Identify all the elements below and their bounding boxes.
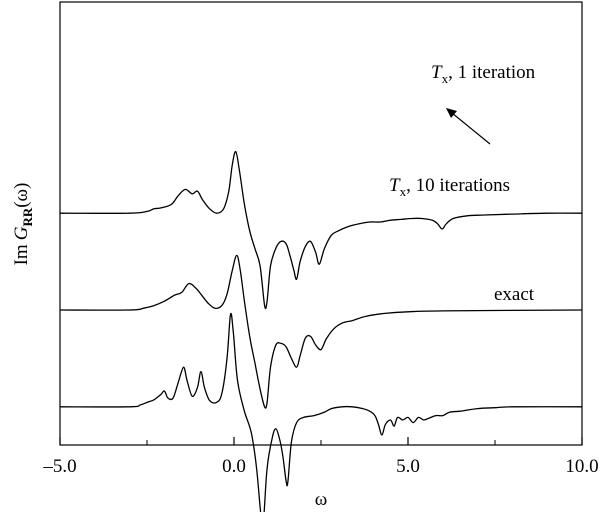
series-label-1: Tx, 1 iteration [431, 62, 536, 86]
series-label-3: exact [494, 284, 535, 305]
x-axis-tick-labels: –5.0 0.0 5.0 10.0 [42, 456, 598, 477]
series-line-3 [59, 312, 583, 512]
x-tick-label-1: 0.0 [222, 456, 246, 477]
series-line-2 [59, 254, 583, 409]
x-axis-ticks [59, 437, 583, 445]
arrowhead [446, 108, 457, 118]
x-tick-label-3: 10.0 [565, 456, 598, 477]
series-group [59, 150, 583, 512]
x-tick-label-0: –5.0 [42, 456, 76, 477]
x-axis-title: ω [315, 489, 328, 510]
series-label-2: Tx, 10 iterations [389, 175, 510, 199]
annotation-arrow [446, 108, 491, 145]
series-line-1 [59, 150, 583, 310]
x-tick-label-2: 5.0 [396, 456, 420, 477]
y-axis-title: ImGRR(ω) [11, 183, 35, 266]
